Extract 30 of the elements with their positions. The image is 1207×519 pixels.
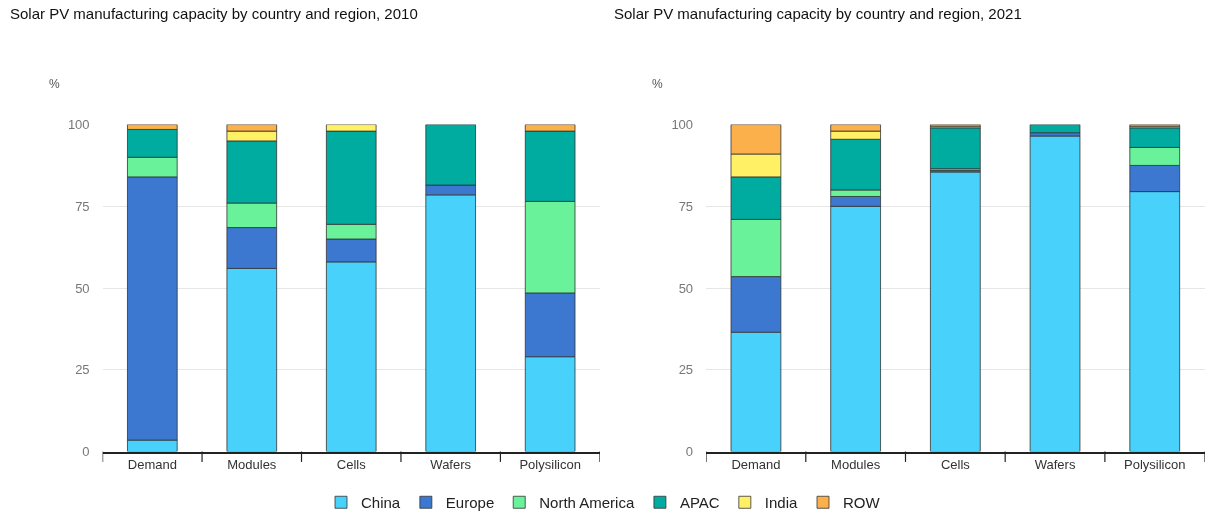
x-tick-label: Wafers xyxy=(1034,456,1076,472)
x-tick-label: Polysilicon xyxy=(1124,456,1186,472)
legend-label: India xyxy=(764,494,798,512)
legend-label: APAC xyxy=(679,494,720,512)
y-axis-title: % xyxy=(49,77,60,91)
chart-title: Solar PV manufacturing capacity by country and region, 2021 xyxy=(614,5,1022,22)
y-tick-label: 50 xyxy=(678,280,694,296)
legend-label: North America xyxy=(539,494,635,512)
y-tick-label: 0 xyxy=(685,444,694,460)
legend-label: Europe xyxy=(445,494,495,512)
y-tick-label: 75 xyxy=(678,198,694,214)
x-tick-label: Polysilicon xyxy=(519,456,581,472)
y-tick-label: 100 xyxy=(67,117,90,133)
legend-label: ROW xyxy=(843,494,881,512)
x-tick-label: Cells xyxy=(336,456,367,472)
x-tick-label: Cells xyxy=(940,456,971,472)
y-tick-label: 25 xyxy=(678,362,694,378)
chart-title: Solar PV manufacturing capacity by country and region, 2010 xyxy=(10,5,418,22)
x-tick-label: Demand xyxy=(731,456,781,472)
y-tick-label: 50 xyxy=(75,280,90,296)
y-tick-label: 100 xyxy=(671,117,694,133)
y-axis-title: % xyxy=(652,77,663,91)
x-tick-label: Wafers xyxy=(430,456,472,472)
x-tick-label: Modules xyxy=(227,456,277,472)
legend-label: China xyxy=(361,494,401,512)
x-tick-label: Modules xyxy=(831,456,881,472)
y-tick-label: 25 xyxy=(75,362,90,378)
x-tick-label: Demand xyxy=(127,456,177,472)
y-tick-label: 0 xyxy=(82,444,90,460)
y-tick-label: 75 xyxy=(75,198,90,214)
